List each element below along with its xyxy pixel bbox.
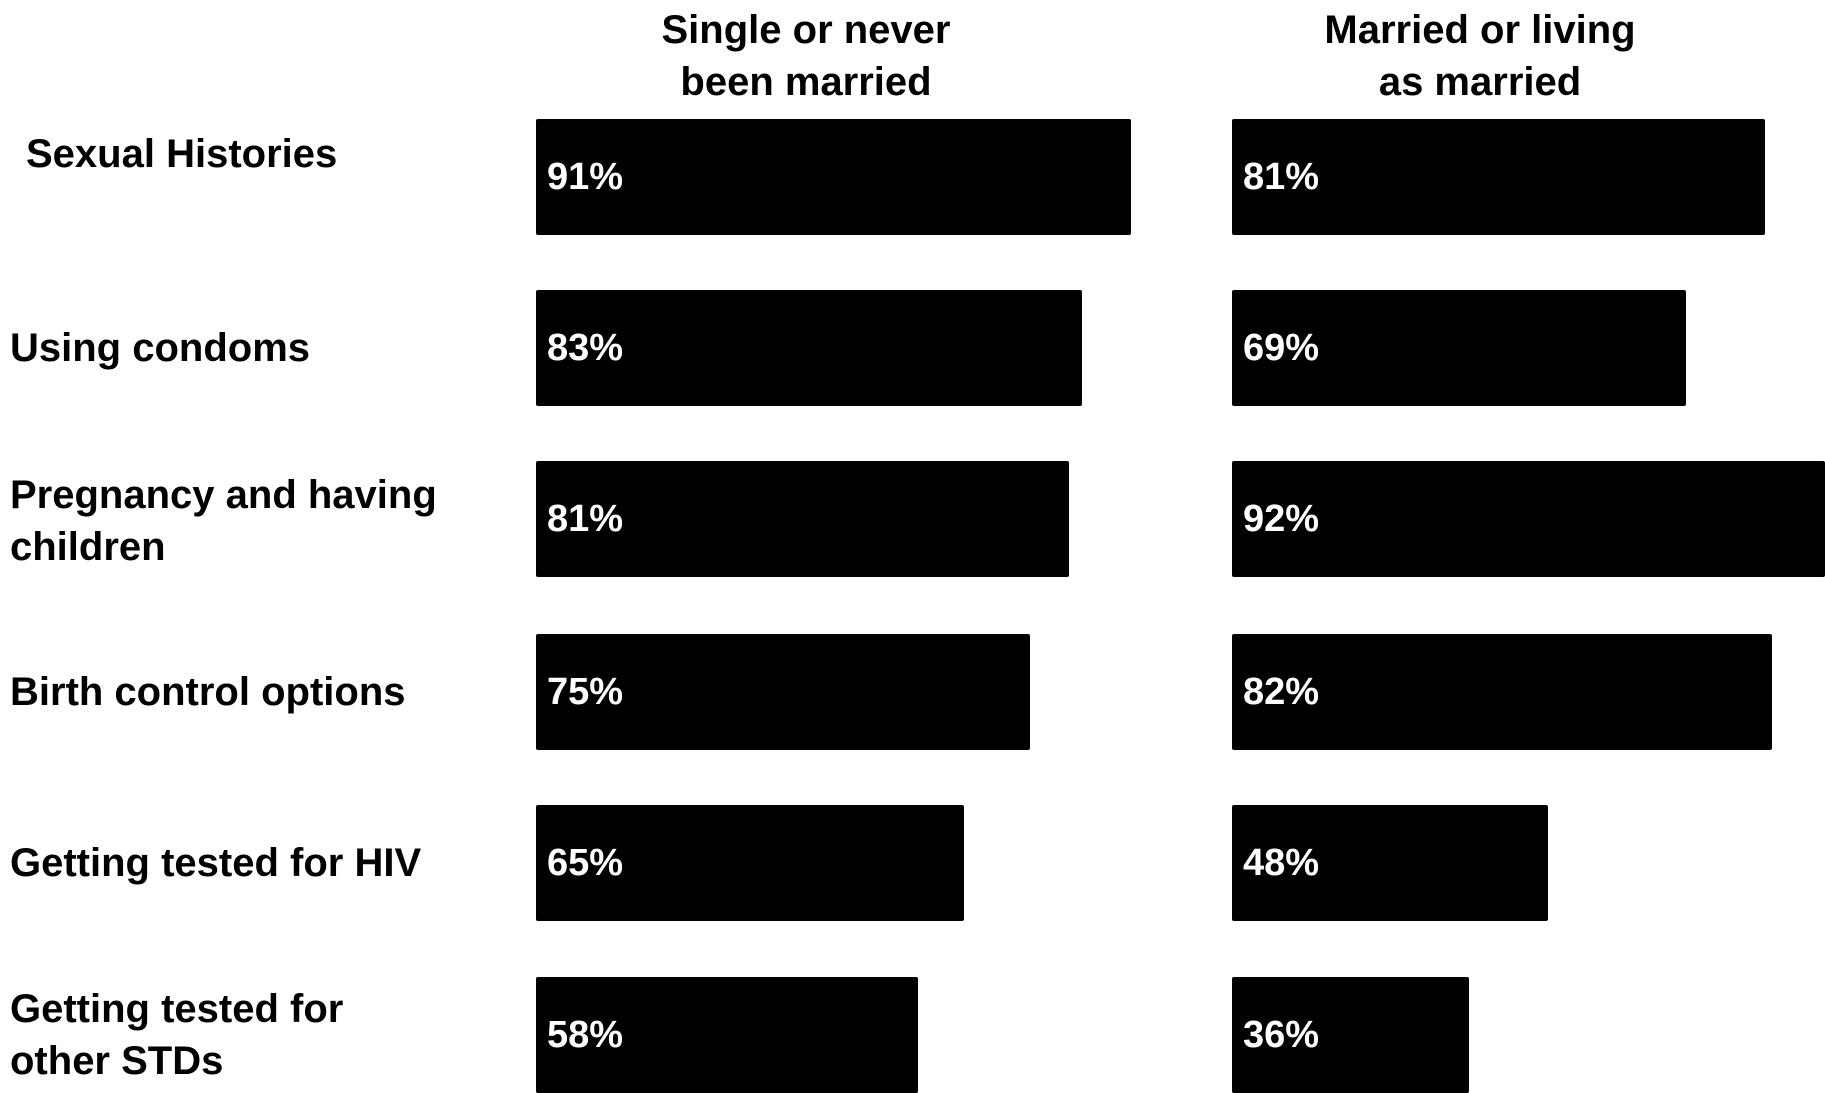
category-label: Birth control options <box>10 670 406 714</box>
bar <box>536 805 964 921</box>
bar-value-label: 92% <box>1243 498 1320 540</box>
bar <box>1232 805 1548 921</box>
bar-value-label: 48% <box>1243 842 1320 884</box>
series-title-single: Single or never been married <box>526 4 1086 108</box>
bar <box>1232 119 1765 235</box>
series-title-married-line-1: Married or living <box>1324 8 1636 52</box>
category-label: Using condoms <box>10 326 311 370</box>
series-title-married: Married or living as married <box>1200 4 1760 108</box>
bar <box>536 634 1030 750</box>
bar-value-label: 81% <box>1243 156 1320 198</box>
category-label: Sexual Histories <box>26 132 338 176</box>
series-title-married-line-2: as married <box>1378 60 1582 104</box>
bar <box>536 119 1131 235</box>
bar <box>1232 634 1772 750</box>
bar <box>1232 977 1469 1093</box>
bar <box>536 977 918 1093</box>
bar-value-label: 36% <box>1243 1014 1320 1056</box>
bar-value-label: 65% <box>547 842 624 884</box>
bar <box>1232 461 1825 577</box>
bar <box>1232 290 1687 406</box>
category-label: Pregnancy and having children <box>10 473 437 569</box>
bar-value-label: 82% <box>1243 671 1320 713</box>
category-label: Getting tested for HIV <box>10 841 422 885</box>
bar <box>536 461 1069 577</box>
category-label: Getting tested for other STDs <box>10 987 344 1083</box>
bar-value-label: 83% <box>547 327 624 369</box>
series-title-single-line-1: Single or never <box>661 8 951 52</box>
series-title-single-line-2: been married <box>680 60 932 104</box>
bar-value-label: 81% <box>547 498 624 540</box>
bar-value-label: 75% <box>547 671 624 713</box>
bar-value-label: 69% <box>1243 327 1320 369</box>
bar <box>536 290 1083 406</box>
bar-value-label: 91% <box>547 156 624 198</box>
bar-value-label: 58% <box>547 1014 624 1056</box>
